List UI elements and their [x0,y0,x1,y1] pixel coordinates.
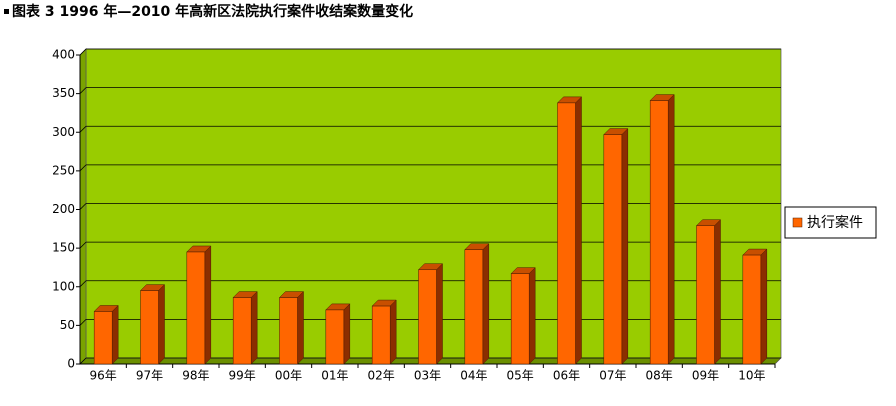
bar [279,297,298,365]
chart-title: 图表 3 1996 年—2010 年高新区法院执行案件收结案数量变化 [12,3,413,20]
x-tick-label: 10年 [738,369,765,383]
bar-side [667,93,675,365]
y-tick-label: 400 [52,48,75,62]
bar [325,309,345,365]
grid-line [79,241,87,249]
y-tick-label: 350 [52,86,75,100]
grid-line [79,203,87,210]
bar [140,290,159,365]
grid-line [79,357,87,365]
x-tick-label: 01年 [321,369,348,383]
bar [93,311,113,365]
x-tick-label: 09年 [692,369,719,383]
y-tick-label: 0 [67,357,75,371]
bar-side [343,303,351,365]
y-tick-label: 200 [52,202,75,216]
bar-side [482,243,490,365]
y-tick-label: 300 [52,125,75,139]
bar [603,134,623,365]
bar [557,102,576,365]
bar [510,273,530,365]
bar-side [621,127,629,365]
x-tick-label: 00年 [275,369,302,383]
grid-line [79,319,87,326]
bar [371,305,391,365]
title-bullet [4,9,9,14]
y-tick-label: 150 [52,241,75,255]
x-tick-label: 97年 [136,369,163,383]
bar-side [389,299,397,365]
bar [649,100,669,365]
y-tick-label: 250 [52,163,75,177]
grid-line [79,48,87,56]
x-tick-label: 02年 [368,369,395,383]
x-tick-label: 08年 [646,369,673,383]
x-tick-label: 06年 [553,369,580,383]
x-tick-label: 96年 [90,369,117,383]
x-tick-label: 04年 [460,369,487,383]
x-tick-label: 05年 [507,369,534,383]
bar-side [204,245,212,365]
x-tick-label: 99年 [229,369,256,383]
legend-box [784,206,877,239]
bar [418,269,437,365]
bar-side [111,304,119,365]
bar-side [436,263,443,365]
bar-side [575,96,582,365]
bar-side [528,267,536,365]
bar-side [297,290,304,365]
y-tick-label: 100 [52,279,75,293]
x-tick-label: 07年 [599,369,626,383]
bar [742,254,762,365]
bar-side [250,290,258,365]
x-tick-label: 03年 [414,369,441,383]
legend-swatch [792,217,803,228]
y-tick-label: 50 [60,318,75,332]
grid-line [79,125,87,133]
legend-label: 执行案件 [807,214,863,231]
bar [186,251,206,365]
grid-line [79,87,87,94]
bar-side [158,284,165,365]
grid-line [79,280,87,288]
bar-side [760,248,768,365]
bar-side [714,219,721,365]
bar [232,297,252,365]
bar [696,225,715,365]
bar [464,249,484,365]
x-tick-label: 98年 [182,369,209,383]
grid-line [79,164,87,172]
